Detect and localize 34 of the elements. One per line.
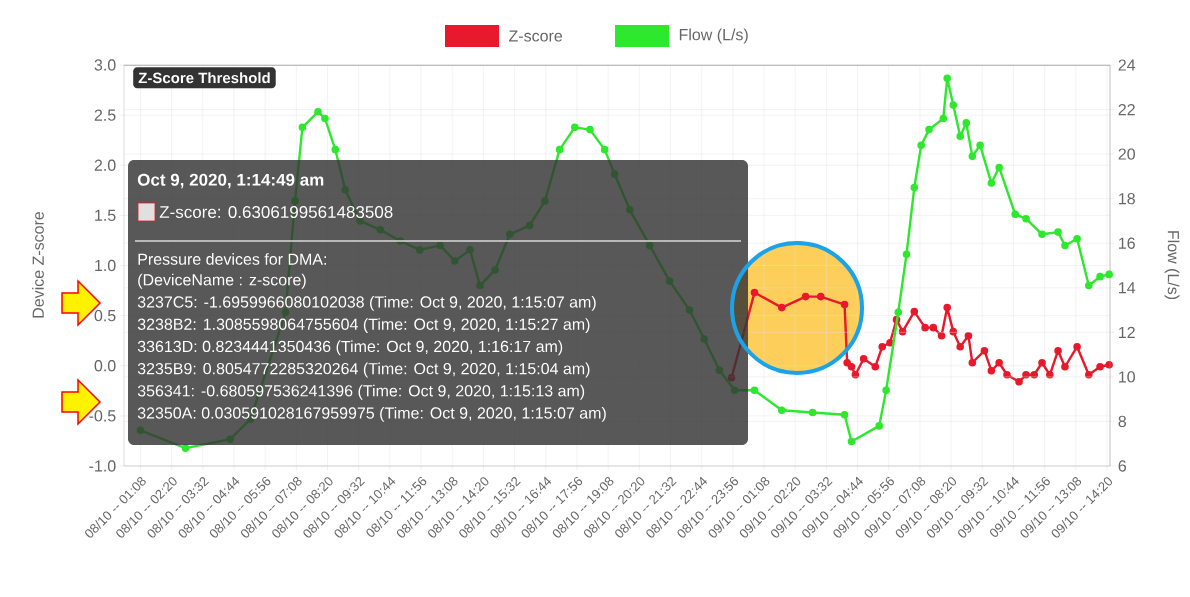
y2-tick-label: 24 (1118, 59, 1136, 71)
y-tick-label: 2.5 (94, 109, 116, 121)
annotation: 3238B2: 1.3085598064755604 (Time: Oct 9, 2020, 1:15:27 am) (137, 318, 590, 334)
y-tick-label: 1.0 (95, 259, 116, 272)
y-tick-label: 0.5 (94, 309, 116, 322)
y2-tick-label: 20 (1118, 148, 1135, 160)
ref-line-label: Z-Score Threshold (138, 72, 270, 84)
annotation: 32350A: 0.030591028167959975 (Time: Oct 9, 2020, 1:15:07 am) (137, 406, 606, 422)
y-tick-label: 3.0 (94, 59, 116, 71)
annotation: Oct 9, 2020, 1:14:49 am (137, 173, 324, 189)
y2-tick-label: 18 (1119, 193, 1135, 205)
y2-tick-label: 6 (1118, 460, 1126, 472)
y-tick-label: -1.0 (89, 460, 116, 472)
y2-tick-label: 14 (1119, 282, 1136, 294)
y2-tick-label: 12 (1119, 326, 1135, 338)
y2-tick-label: 8 (1118, 415, 1127, 428)
y2-tick-label: 16 (1119, 237, 1135, 249)
annotation: 3237C5: -1.6959966080102038 (Time: Oct 9, 2020, 1:15:07 am) (137, 295, 596, 311)
y-axis-title: Device Z-score (32, 211, 44, 318)
annotation: 33613D: 0.8234441350436 (Time: Oct 9, 2020, 1:16:17 am) (137, 340, 563, 356)
y-tick-label: 2.0 (94, 159, 116, 171)
y-tick-label: 1.5 (95, 209, 116, 221)
y2-axis-title: Flow (L/s) (1164, 231, 1180, 300)
annotation: 3235B9: 0.8054772285320264 (Time: Oct 9, 2020, 1:15:04 am) (137, 362, 590, 378)
legend-label: Flow (L/s) (679, 28, 748, 44)
y-tick-label: -0.5 (89, 410, 116, 422)
annotation: Z-score: 0.6306199561483508 (159, 205, 393, 219)
y2-tick-label: 10 (1119, 371, 1135, 383)
annotation: 356341: -0.680597536241396 (Time: Oct 9, 2020, 1:15:13 am) (137, 384, 585, 400)
annotation: (DeviceName : z-score) (138, 273, 306, 289)
y2-tick-label: 22 (1118, 103, 1135, 116)
y-tick-label: 0.0 (94, 360, 116, 372)
legend-label: Z-score (509, 30, 563, 42)
annotation: Pressure devices for DMA: (138, 253, 326, 265)
